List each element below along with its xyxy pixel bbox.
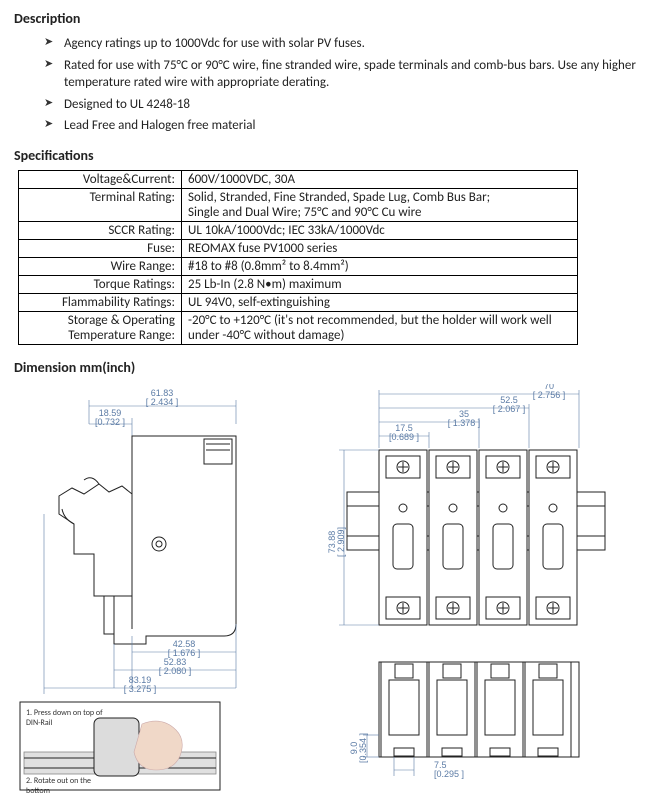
bottom-view: 9.0 [0.354 ] 7.5 [0.295 ]: [349, 662, 579, 779]
front-and-bottom-drawing: 70 [ 2.756 ] 52.5 [ 2.067 ] 35 [ 1.378 ]…: [289, 384, 609, 794]
drawings-row: 61.83 [ 2.434 ] 18.59 [0.732 ]: [14, 384, 649, 798]
table-row: Voltage&Current:600V/1000VDC, 30A: [19, 170, 578, 188]
spec-label: SCCR Rating:: [19, 221, 182, 239]
spec-label: Fuse:: [19, 239, 182, 257]
instruction-step1: 1. Press down on top of DIN-Rail: [26, 708, 106, 728]
spec-label: Voltage&Current:: [19, 170, 182, 188]
specifications-table: Voltage&Current:600V/1000VDC, 30A Termin…: [18, 170, 578, 345]
dim-label: [0.689 ]: [389, 432, 419, 442]
table-row: SCCR Rating:UL 10kA/1000Vdc; IEC 33kA/10…: [19, 221, 578, 239]
module: [529, 450, 577, 625]
spec-value: #18 to #8 (0.8mm² to 8.4mm²): [182, 257, 578, 275]
dimension-heading: Dimension mm(inch): [14, 359, 649, 376]
dim-label: [ 2.434 ]: [146, 397, 179, 407]
description-list: Agency ratings up to 1000Vdc for use wit…: [14, 35, 649, 135]
table-row: Fuse:REOMAX fuse PV1000 series: [19, 239, 578, 257]
side-view-drawing: 61.83 [ 2.434 ] 18.59 [0.732 ]: [14, 384, 269, 794]
spec-label: Torque Ratings:: [19, 275, 182, 293]
spec-value: 25 Lb-In (2.8 N•m) maximum: [182, 275, 578, 293]
instruction-step2: 2. Rotate out on the bottom: [26, 776, 96, 796]
spec-value: UL 94V0, self-extinguishing: [182, 293, 578, 311]
dim-label: [ 2.756 ]: [533, 390, 566, 400]
dim-label: [ 2.067 ]: [493, 404, 526, 414]
module: [429, 450, 477, 625]
side-view-panel: 61.83 [ 2.434 ] 18.59 [0.732 ]: [14, 384, 269, 798]
dim-label: [ 2.909]: [336, 527, 346, 557]
list-item: Lead Free and Halogen free material: [44, 117, 649, 135]
spec-value: REOMAX fuse PV1000 series: [182, 239, 578, 257]
dim-label: [ 2.080 ]: [159, 666, 192, 676]
list-item: Rated for use with 75°C or 90°C wire, fi…: [44, 57, 649, 92]
spec-label: Storage & Operating Temperature Range:: [19, 311, 182, 344]
dim-label: [0.295 ]: [434, 769, 464, 779]
spec-label: Terminal Rating:: [19, 188, 182, 221]
dim-label: [ 1.378 ]: [448, 418, 481, 428]
list-item: Agency ratings up to 1000Vdc for use wit…: [44, 35, 649, 53]
table-row: Wire Range:#18 to #8 (0.8mm² to 8.4mm²): [19, 257, 578, 275]
list-item: Designed to UL 4248-18: [44, 96, 649, 114]
spec-label: Wire Range:: [19, 257, 182, 275]
description-heading: Description: [14, 10, 649, 27]
spec-value: Solid, Stranded, Fine Stranded, Spade Lu…: [182, 188, 578, 221]
table-row: Storage & Operating Temperature Range:-2…: [19, 311, 578, 344]
table-row: Torque Ratings:25 Lb-In (2.8 N•m) maximu…: [19, 275, 578, 293]
spec-value: UL 10kA/1000Vdc; IEC 33kA/1000Vdc: [182, 221, 578, 239]
table-row: Flammability Ratings:UL 94V0, self-extin…: [19, 293, 578, 311]
dim-label: [0.732 ]: [95, 417, 125, 427]
spec-label: Flammability Ratings:: [19, 293, 182, 311]
dim-label: [ 3.275 ]: [124, 684, 157, 694]
dim-label: [0.354 ]: [358, 733, 368, 763]
specifications-heading: Specifications: [14, 147, 649, 164]
front-view-panel: 70 [ 2.756 ] 52.5 [ 2.067 ] 35 [ 1.378 ]…: [289, 384, 609, 798]
module: [479, 450, 527, 625]
table-row: Terminal Rating:Solid, Stranded, Fine St…: [19, 188, 578, 221]
module: [379, 450, 427, 625]
spec-value: -20°C to +120°C (it's not recommended, b…: [182, 311, 578, 344]
spec-value: 600V/1000VDC, 30A: [182, 170, 578, 188]
